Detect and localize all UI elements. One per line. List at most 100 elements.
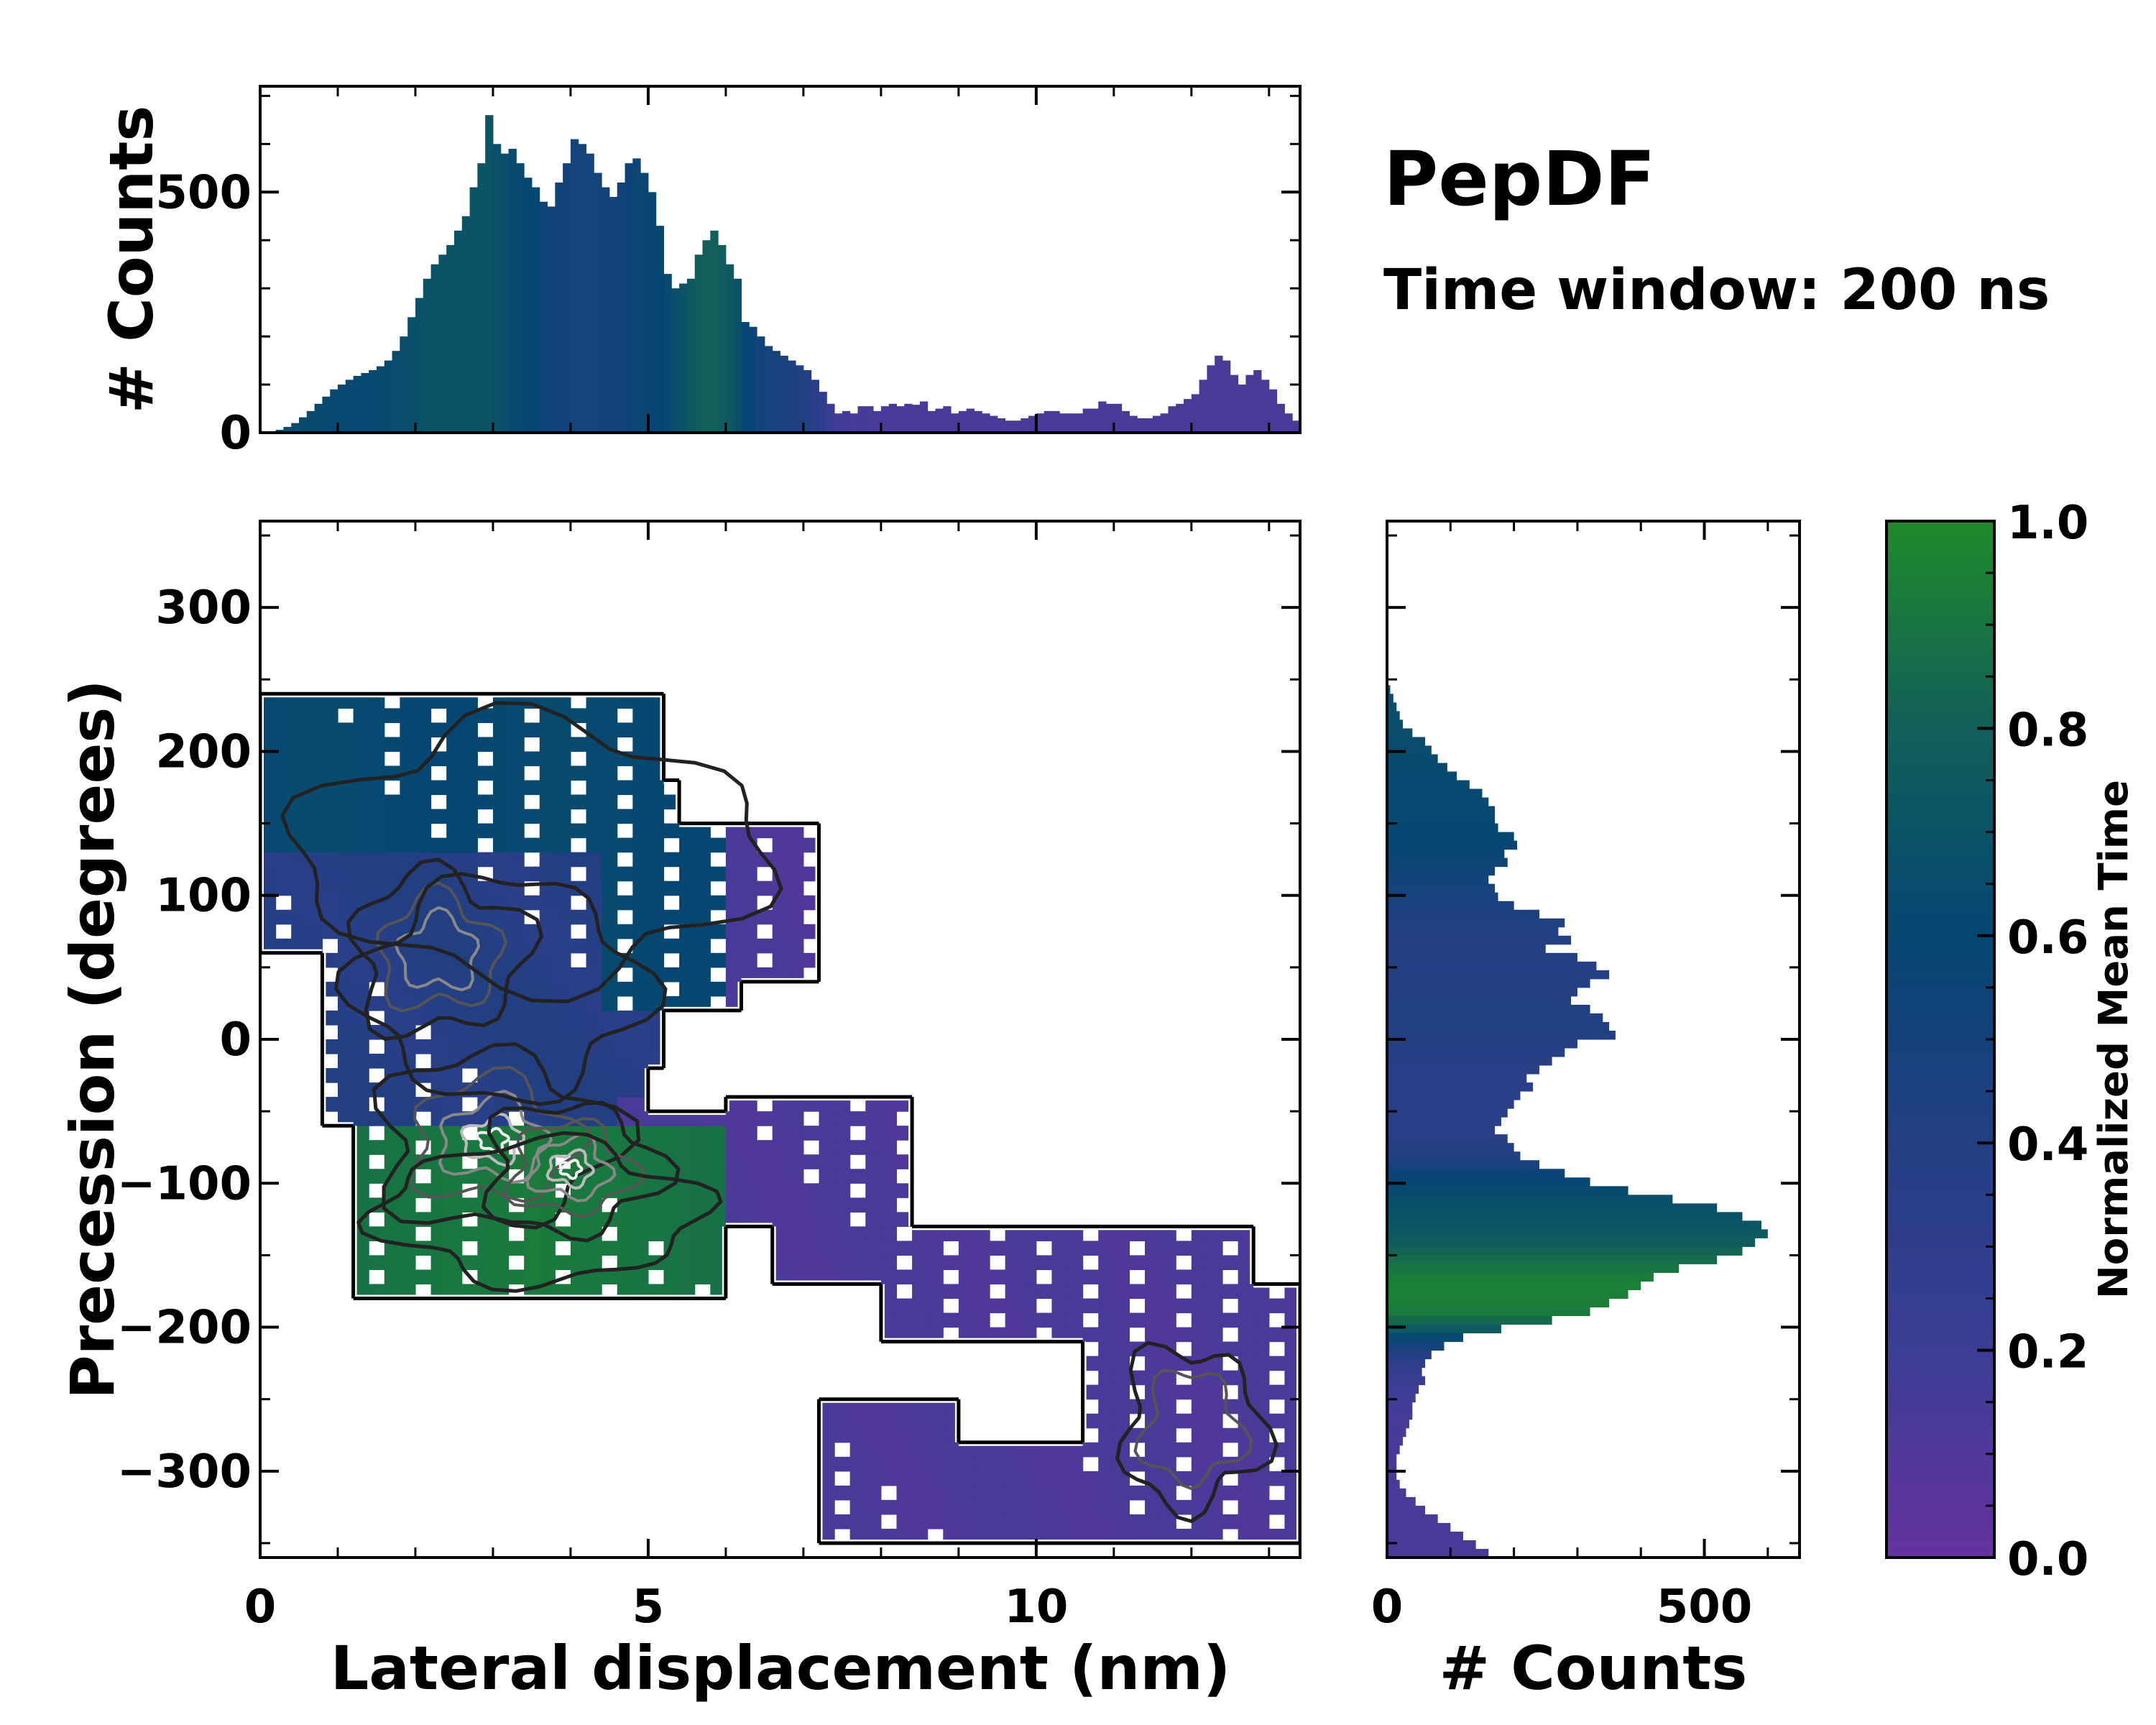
heatmap-cell bbox=[880, 1169, 898, 1184]
heatmap-cell bbox=[602, 794, 618, 810]
main-ytick-label: 0 bbox=[219, 1013, 252, 1067]
heatmap-cell bbox=[369, 722, 385, 738]
heatmap-cell bbox=[648, 823, 665, 839]
heatmap-cell bbox=[725, 938, 742, 954]
heatmap-cell bbox=[446, 765, 463, 781]
heatmap-cell bbox=[772, 1255, 788, 1271]
right-histogram-ticks: 0 500 bbox=[1371, 521, 1800, 1634]
heatmap-cell bbox=[322, 952, 338, 968]
heatmap-cell bbox=[492, 909, 510, 925]
heatmap-cell bbox=[788, 1097, 804, 1112]
heatmap-cell bbox=[772, 1111, 788, 1126]
heatmap-cell bbox=[741, 1197, 757, 1213]
heatmap-cell bbox=[632, 866, 649, 882]
heatmap-cell bbox=[710, 1169, 727, 1184]
heatmap-cell bbox=[508, 751, 525, 767]
heatmap-cell bbox=[384, 1054, 400, 1069]
density-contour bbox=[1115, 1340, 1279, 1523]
main-ytick-label: 200 bbox=[155, 725, 252, 778]
heatmap-cell bbox=[694, 895, 711, 911]
top-histogram-bar bbox=[1316, 423, 1324, 433]
heatmap-cell bbox=[260, 694, 277, 709]
heatmap-cell bbox=[694, 981, 711, 997]
heatmap-cell bbox=[555, 1010, 571, 1026]
heatmap-cell bbox=[306, 823, 323, 839]
heatmap-cell bbox=[555, 852, 571, 868]
right-histogram-bar bbox=[1387, 728, 1413, 737]
heatmap-cell bbox=[849, 1485, 866, 1501]
heatmap-cell bbox=[1113, 1384, 1130, 1400]
top-histogram-bar bbox=[849, 413, 858, 433]
right-histogram-bar bbox=[1387, 1030, 1616, 1040]
heatmap-cell bbox=[663, 909, 680, 925]
heatmap-cell bbox=[508, 1183, 525, 1198]
right-xtick-label: 500 bbox=[1657, 1581, 1753, 1634]
top-histogram-bar bbox=[927, 410, 936, 433]
density-contour bbox=[438, 1090, 553, 1184]
heatmap-cell bbox=[369, 694, 385, 709]
top-histogram-bar bbox=[982, 413, 990, 433]
heatmap-cell bbox=[990, 1514, 1006, 1530]
heatmap-cell bbox=[1160, 1427, 1176, 1443]
cluster-contour bbox=[356, 1131, 723, 1293]
heatmap-cell bbox=[880, 1471, 898, 1486]
heatmap-cell bbox=[648, 909, 665, 925]
top-histogram-bar bbox=[1292, 420, 1300, 433]
heatmap-cell bbox=[788, 866, 804, 882]
heatmap-cell bbox=[415, 765, 432, 781]
top-histogram-bar bbox=[275, 429, 284, 433]
heatmap-cell bbox=[555, 722, 571, 738]
heatmap-cell bbox=[430, 895, 447, 911]
top-histogram-bar bbox=[1276, 403, 1285, 433]
heatmap-cell bbox=[369, 780, 385, 796]
top-histogram-bar bbox=[834, 413, 843, 433]
right-histogram-bar bbox=[1387, 1496, 1416, 1506]
heatmap-cell bbox=[896, 1269, 913, 1285]
heatmap-cell bbox=[819, 1485, 835, 1501]
heatmap-cell bbox=[819, 1126, 835, 1141]
top-histogram-ylabel: # Counts bbox=[96, 106, 167, 414]
heatmap-cell bbox=[322, 1097, 338, 1112]
heatmap-cell bbox=[384, 1255, 400, 1271]
heatmap-cell bbox=[865, 1154, 882, 1169]
heatmap-cell bbox=[896, 1427, 913, 1443]
top-histogram-bar bbox=[764, 346, 773, 433]
heatmap-cell bbox=[446, 722, 463, 738]
right-histogram-bar bbox=[1387, 1091, 1521, 1100]
heatmap-cell bbox=[617, 694, 633, 709]
heatmap-cell bbox=[1113, 1327, 1130, 1343]
heatmap-cell bbox=[1036, 1456, 1053, 1472]
right-histogram-bar bbox=[1387, 1074, 1527, 1083]
top-histogram-bar bbox=[865, 406, 874, 433]
heatmap-cell bbox=[555, 794, 571, 810]
heatmap-cell bbox=[648, 1111, 665, 1126]
heatmap-cell bbox=[353, 1054, 369, 1069]
colorbar: 0.0 0.2 0.4 0.6 0.8 1.0 Normalized Mean Time bbox=[1885, 497, 2137, 1586]
heatmap-cell bbox=[322, 981, 338, 997]
heatmap-cell bbox=[1160, 1269, 1176, 1285]
heatmap-cell bbox=[1222, 1427, 1239, 1443]
heatmap-cell bbox=[1036, 1485, 1053, 1501]
heatmap-cell bbox=[880, 1097, 898, 1112]
heatmap-cell bbox=[275, 751, 292, 767]
top-histogram-bar bbox=[1268, 389, 1278, 433]
heatmap-cell bbox=[384, 1269, 400, 1285]
heatmap-cell bbox=[1005, 1284, 1021, 1300]
top-histogram-bar bbox=[803, 369, 812, 433]
heatmap-cell bbox=[1021, 1514, 1037, 1530]
heatmap-cell bbox=[710, 1111, 727, 1126]
heatmap-cell bbox=[555, 1039, 571, 1054]
heatmap-cell bbox=[322, 1010, 338, 1026]
heatmap-cell bbox=[430, 694, 447, 709]
heatmap-cell bbox=[524, 780, 540, 796]
heatmap-cell bbox=[1145, 1356, 1161, 1371]
cluster-contour bbox=[334, 872, 668, 1106]
heatmap-cell bbox=[586, 809, 602, 824]
heatmap-cell bbox=[275, 765, 292, 781]
right-histogram-bar bbox=[1387, 1350, 1432, 1360]
heatmap-cell bbox=[819, 1212, 835, 1227]
heatmap-cell bbox=[632, 722, 649, 738]
heatmap-cell bbox=[757, 880, 773, 896]
heatmap-cell bbox=[834, 1226, 851, 1241]
heatmap-cell bbox=[896, 1399, 913, 1414]
